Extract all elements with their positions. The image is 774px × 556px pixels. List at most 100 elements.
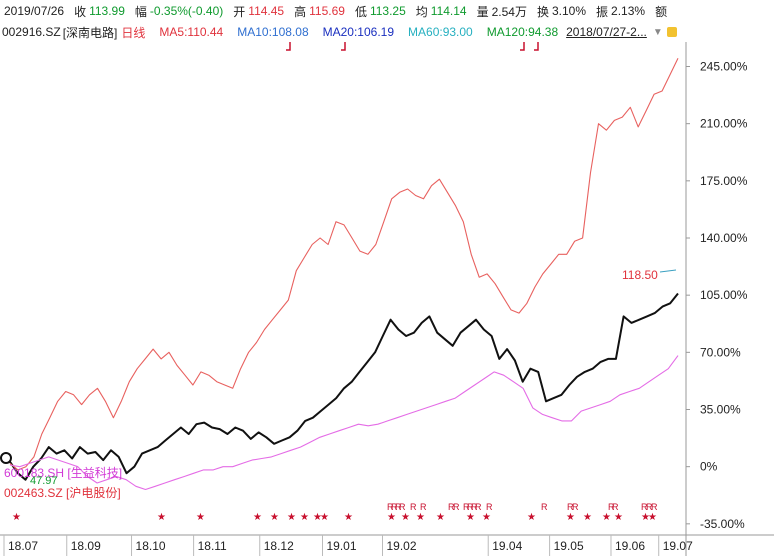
event-star-icon: ★ (157, 512, 166, 523)
amplitude-label: 振 (596, 4, 609, 19)
event-star-icon: ★ (300, 512, 309, 523)
event-r-icon: R (471, 502, 478, 512)
comparison-chart[interactable]: 245.00% 210.00% 175.00% 140.00% 105.00% 70.00… (0, 42, 774, 556)
x-tick-label: 18.10 (136, 539, 166, 553)
high-value: 115.69 (309, 4, 345, 18)
event-r-icon: R (395, 502, 402, 512)
volume-label: 量 (476, 4, 489, 19)
event-star-icon: ★ (253, 512, 262, 523)
dropdown-icon[interactable]: ▼ (652, 26, 663, 38)
event-r-icon: R (387, 502, 394, 512)
amount-label: 额 (655, 4, 668, 19)
event-star-icon: ★ (416, 512, 425, 523)
avg-value: 114.14 (430, 4, 467, 18)
series-line-3 (9, 355, 679, 491)
last-price-label: 118.50 (622, 268, 658, 282)
event-star-icon: ★ (287, 512, 296, 523)
event-r-icon: R (572, 502, 579, 512)
quote-bar: 2019/07/26 收 113.99 幅 -0.35%(-0.40) 开 114.4… (0, 0, 774, 22)
event-r-icon: R (541, 502, 548, 512)
y-tick-label: 35.00% (700, 403, 741, 417)
y-tick-label: 105.00% (700, 288, 748, 302)
event-flag-icon (520, 42, 525, 51)
event-star-icon: ★ (566, 512, 575, 523)
x-tick-label: 19.01 (326, 539, 356, 553)
y-tick-label: 0% (700, 460, 718, 474)
x-tick-label: 19.05 (554, 539, 584, 553)
last-price-arrow-icon (659, 269, 677, 273)
event-flag-icon (286, 42, 291, 51)
event-r-icon: R (467, 502, 474, 512)
event-star-icon: ★ (583, 512, 592, 523)
event-r-icon: R (608, 502, 615, 512)
ma5-value: MA5:110.44 (159, 25, 224, 39)
x-tick-label: 18.09 (71, 539, 101, 553)
event-star-icon: ★ (320, 512, 329, 523)
event-r-icon: R (475, 502, 482, 512)
close-value: 113.99 (89, 4, 125, 18)
event-r-icon: R (641, 502, 648, 512)
close-label: 收 (74, 4, 87, 19)
low-label: 低 (354, 4, 367, 19)
x-tick-label: 19.06 (615, 539, 645, 553)
turnover-value: 3.10% (551, 4, 587, 18)
event-star-icon: ★ (614, 512, 623, 523)
x-tick-label: 18.12 (264, 539, 294, 553)
x-tick-label: 18.11 (198, 539, 227, 553)
stock-name: [深南电路] (62, 25, 118, 40)
x-tick-label: 19.07 (663, 539, 693, 553)
event-star-icon: ★ (648, 512, 657, 523)
event-r-icon: R (453, 502, 460, 512)
event-r-icon: R (420, 502, 427, 512)
event-star-icon: ★ (466, 512, 475, 523)
amplitude-value: 2.13% (611, 4, 646, 18)
event-star-icon: ★ (436, 512, 445, 523)
ma60-value: MA60:93.00 (408, 25, 473, 39)
quote-date: 2019/07/26 (4, 4, 65, 18)
ma20-value: MA20:106.19 (322, 25, 395, 39)
event-r-icon: R (391, 502, 398, 512)
turnover-label: 换 (536, 4, 549, 19)
stock1-label: 600183.SH [生益科技] (4, 466, 123, 480)
y-tick-label: 175.00% (700, 174, 748, 188)
event-r-icon: R (448, 502, 455, 512)
stock2-label: 002463.SZ [沪电股份] (4, 486, 121, 500)
period-label[interactable]: 日线 (121, 25, 146, 40)
open-label: 开 (233, 4, 246, 19)
change-label: 幅 (134, 4, 147, 19)
x-tick-label: 18.07 (8, 539, 38, 553)
y-tick-label: -35.00% (700, 517, 745, 531)
ma10-value: MA10:108.08 (237, 25, 309, 39)
event-star-icon: ★ (527, 512, 536, 523)
event-r-icon: R (463, 502, 470, 512)
event-star-icon: ★ (270, 512, 279, 523)
series-line-2 (9, 58, 679, 471)
volume-value: 2.54万 (491, 4, 527, 19)
series-line-1 (9, 292, 679, 481)
avg-label: 均 (415, 4, 428, 19)
y-tick-label: 70.00% (700, 345, 741, 359)
chart-svg[interactable]: 245.00% 210.00% 175.00% 140.00% 105.00% 70.00… (0, 42, 774, 556)
event-star-icon: ★ (401, 512, 410, 523)
event-r-icon: R (486, 502, 493, 512)
event-r-icon: R (651, 502, 658, 512)
event-r-icon: R (410, 502, 417, 512)
event-star-icon: ★ (482, 512, 491, 523)
event-flag-icon (534, 42, 539, 51)
change-value: -0.35%(-0.40) (149, 4, 224, 18)
low-value: 113.25 (369, 4, 406, 18)
lock-icon[interactable] (666, 27, 677, 37)
event-r-icon: R (612, 502, 619, 512)
y-tick-label: 140.00% (700, 231, 748, 245)
x-tick-label: 19.02 (387, 539, 417, 553)
event-star-icon: ★ (196, 512, 205, 523)
date-range[interactable]: 2018/07/27-2... (566, 25, 647, 39)
event-r-icon: R (646, 502, 653, 512)
stock-code: 002916.SZ (2, 25, 61, 39)
y-tick-label: 245.00% (700, 60, 748, 74)
x-tick-label: 19.04 (492, 539, 522, 553)
y-tick-label: 210.00% (700, 117, 748, 131)
ma120-value: MA120:94.38 (486, 25, 559, 39)
high-label: 高 (294, 4, 307, 19)
start-marker-icon[interactable] (0, 452, 12, 464)
